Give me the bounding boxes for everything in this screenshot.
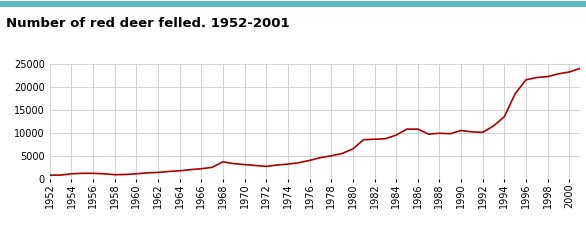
Text: Number of red deer felled. 1952-2001: Number of red deer felled. 1952-2001 [6, 17, 289, 30]
